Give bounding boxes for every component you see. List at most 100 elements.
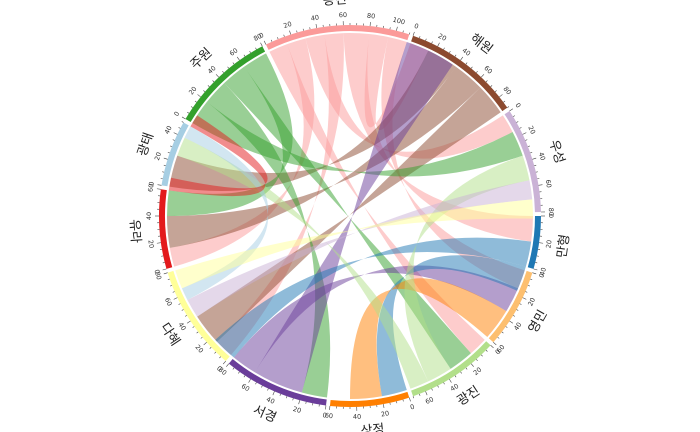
tick-label: 0 bbox=[513, 102, 522, 110]
tick-label: 60 bbox=[146, 183, 155, 192]
tick-label: 80 bbox=[217, 366, 228, 377]
tick-mark bbox=[194, 100, 197, 103]
tick-mark bbox=[512, 315, 515, 317]
tick-mark bbox=[533, 268, 538, 271]
tick-mark bbox=[222, 360, 226, 365]
tick-mark bbox=[215, 74, 219, 78]
sector-track-0 bbox=[527, 216, 542, 269]
sector-label-0: 만형 bbox=[555, 233, 573, 259]
tick-mark bbox=[516, 309, 519, 311]
tick-mark bbox=[285, 396, 288, 399]
tick-mark bbox=[402, 30, 404, 33]
tick-label: 40 bbox=[206, 64, 218, 76]
tick-label: 20 bbox=[153, 151, 163, 161]
tick-mark bbox=[383, 404, 385, 409]
tick-mark bbox=[226, 363, 230, 367]
tick-mark bbox=[470, 66, 473, 69]
tick-label: 40 bbox=[310, 13, 320, 22]
tick-mark bbox=[481, 74, 485, 78]
tick-label: 0 bbox=[494, 348, 503, 356]
chord-link-11 bbox=[206, 83, 331, 398]
sector-label-11: 우성 bbox=[546, 138, 567, 165]
tick-mark bbox=[236, 56, 240, 61]
tick-mark bbox=[501, 331, 504, 334]
tick-mark bbox=[283, 34, 285, 37]
tick-label: 40 bbox=[353, 413, 362, 421]
sector-label-6: 유라 bbox=[126, 219, 143, 244]
tick-mark bbox=[476, 70, 478, 73]
tick-mark bbox=[178, 303, 181, 305]
tick-mark bbox=[522, 297, 527, 300]
tick-label: 20 bbox=[193, 343, 204, 355]
sector-label-9: 동진 bbox=[322, 0, 347, 9]
tick-mark bbox=[527, 145, 530, 147]
tick-label: 20 bbox=[437, 32, 448, 43]
tick-label: 60 bbox=[482, 64, 494, 76]
tick-mark bbox=[425, 391, 428, 396]
chord-link-1 bbox=[169, 38, 315, 267]
tick-label: 40 bbox=[538, 267, 548, 277]
tick-label: 80 bbox=[547, 208, 555, 216]
tick-label: 40 bbox=[512, 321, 523, 332]
tick-label: 60 bbox=[424, 395, 435, 406]
tick-mark bbox=[279, 393, 281, 396]
chord-link-18 bbox=[350, 278, 507, 399]
tick-mark bbox=[443, 47, 445, 50]
tick-mark bbox=[443, 382, 445, 385]
tick-mark bbox=[490, 85, 493, 87]
tick-mark bbox=[181, 116, 186, 120]
tick-mark bbox=[289, 30, 291, 35]
tick-mark bbox=[437, 42, 440, 47]
tick-mark bbox=[419, 36, 421, 39]
chord-link-8 bbox=[167, 66, 481, 248]
tick-mark bbox=[203, 342, 207, 346]
tick-mark bbox=[538, 184, 543, 186]
tick-mark bbox=[173, 132, 178, 135]
sector-track-3 bbox=[329, 391, 410, 407]
tick-mark bbox=[270, 39, 273, 42]
tick-mark bbox=[449, 378, 452, 383]
tick-mark bbox=[315, 23, 317, 28]
tick-mark bbox=[534, 164, 537, 167]
tick-mark bbox=[263, 40, 267, 45]
chord-link-23 bbox=[168, 115, 268, 197]
tick-mark bbox=[190, 106, 193, 108]
tick-label: 20 bbox=[292, 405, 302, 415]
tick-mark bbox=[172, 291, 175, 293]
tick-mark bbox=[163, 157, 168, 160]
tick-label: 0 bbox=[215, 364, 223, 373]
tick-mark bbox=[207, 85, 210, 87]
tick-label: 80 bbox=[252, 32, 263, 43]
sector-track-2 bbox=[411, 341, 491, 397]
tick-mark bbox=[509, 320, 514, 324]
tick-mark bbox=[481, 354, 483, 357]
tick-mark bbox=[243, 54, 246, 57]
tick-mark bbox=[200, 336, 203, 339]
tick-label: 80 bbox=[501, 85, 512, 96]
tick-mark bbox=[267, 388, 269, 391]
tick-label: 0 bbox=[172, 110, 181, 118]
tick-mark bbox=[167, 278, 170, 281]
tick-mark bbox=[181, 121, 184, 123]
tick-mark bbox=[465, 62, 468, 65]
chord-link-0 bbox=[269, 44, 485, 354]
tick-mark bbox=[261, 385, 263, 388]
tick-mark bbox=[187, 111, 190, 114]
chord-link-6 bbox=[381, 37, 525, 289]
tick-label: 40 bbox=[145, 212, 153, 220]
tick-label: 60 bbox=[240, 382, 251, 393]
tick-label: 40 bbox=[449, 382, 460, 393]
tick-mark bbox=[163, 272, 168, 275]
chord-links bbox=[167, 33, 533, 399]
tick-label: 80 bbox=[153, 271, 163, 281]
tick-mark bbox=[485, 80, 488, 83]
chord-link-17 bbox=[376, 255, 526, 397]
tick-mark bbox=[530, 278, 533, 281]
tick-label: 20 bbox=[526, 125, 537, 136]
tick-label: 0 bbox=[547, 214, 555, 218]
tick-mark bbox=[532, 272, 537, 275]
tick-mark bbox=[192, 326, 195, 328]
tick-mark bbox=[238, 371, 240, 374]
